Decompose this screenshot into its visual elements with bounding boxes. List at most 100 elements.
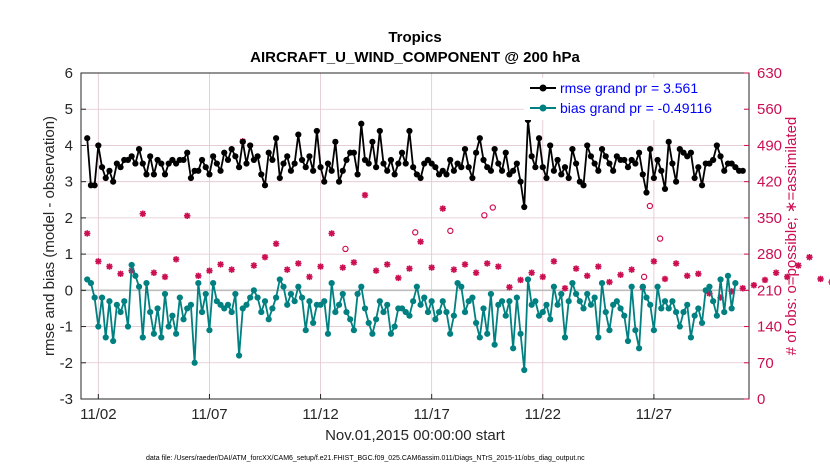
rmse-point (495, 160, 502, 167)
bias-point (306, 298, 313, 305)
bias-point (673, 308, 680, 316)
rmse-point (84, 135, 91, 142)
y-tick-right-label: 70 (757, 355, 774, 372)
obs-assimilated-marker (472, 269, 480, 276)
obs-assimilated-marker (328, 230, 335, 237)
bias-point (139, 334, 146, 341)
rmse-point (554, 156, 561, 164)
rmse-point (295, 131, 302, 138)
bias-point (358, 283, 365, 290)
rmse-point (469, 174, 476, 182)
rmse-point (343, 156, 350, 164)
y-tick-left-label: 4 (65, 137, 73, 154)
rmse-point (161, 171, 169, 178)
obs-assimilated-marker (539, 273, 546, 281)
bias-point (524, 276, 532, 283)
bias-point (721, 308, 728, 316)
rmse-point (635, 149, 643, 156)
rmse-point (117, 164, 124, 171)
rmse-point (202, 164, 209, 171)
bias-point (595, 334, 602, 341)
rmse-point (387, 156, 395, 164)
bias-point (458, 283, 465, 290)
rmse-point (661, 185, 669, 193)
obs-assimilated-marker (795, 262, 802, 269)
obs-assimilated-marker (739, 285, 746, 292)
bias-point (154, 305, 161, 312)
x-tick-label: 11/17 (413, 406, 449, 423)
rmse-point (510, 167, 517, 174)
rmse-point (376, 127, 383, 135)
bias-point (695, 305, 702, 312)
rmse-point (287, 167, 295, 174)
bias-point (598, 279, 606, 287)
obs-assimilated-marker (228, 266, 235, 273)
bias-point (158, 334, 165, 341)
y-tick-right-label: 560 (757, 101, 782, 118)
y-tick-right-label: 140 (757, 319, 782, 336)
rmse-point (110, 178, 117, 185)
rmse-point (565, 174, 572, 182)
rmse-point (313, 127, 320, 135)
bias-point (565, 298, 572, 305)
obs-assimilated-marker (217, 261, 224, 268)
rmse-point (247, 142, 254, 149)
bias-point (550, 283, 557, 290)
bias-point (254, 294, 261, 301)
obs-assimilated-marker (339, 264, 346, 271)
bias-point (728, 305, 735, 312)
bias-point (476, 334, 483, 341)
rmse-point (98, 164, 106, 171)
rmse-point (128, 153, 135, 160)
rmse-point (391, 171, 398, 178)
rmse-point (517, 178, 524, 185)
bias-point (480, 305, 487, 312)
rmse-point (369, 138, 376, 145)
obs-assimilated-marker (95, 258, 102, 265)
bias-point (635, 345, 643, 352)
y-tick-right-label: 630 (757, 65, 782, 82)
obs-assimilated-marker (672, 260, 680, 267)
obs-assimilated-marker (417, 238, 424, 245)
bias-point (439, 298, 446, 305)
bias-point (180, 316, 187, 323)
bias-point (491, 341, 498, 348)
bias-point (324, 330, 332, 337)
rmse-point (698, 182, 706, 189)
bias-point (602, 308, 609, 316)
obs-assimilated-marker (606, 278, 613, 286)
rmse-point (291, 160, 298, 167)
bias-point (621, 312, 628, 319)
bias-point (502, 312, 509, 319)
bias-point (343, 308, 350, 316)
y-tick-left-label: -2 (60, 355, 73, 372)
bias-point (354, 290, 361, 298)
obs-assimilated-marker (572, 265, 580, 272)
rmse-point (395, 160, 402, 167)
plot-frame (80, 72, 750, 400)
obs-assimilated-marker (517, 276, 524, 284)
bias-point (276, 276, 283, 283)
rmse-point (650, 174, 657, 182)
rmse-point (687, 149, 695, 156)
rmse-point (321, 178, 328, 185)
rmse-point (447, 156, 454, 164)
bias-point (361, 305, 369, 312)
rmse-point (476, 135, 483, 142)
bias-point (191, 359, 198, 366)
rmse-point (310, 167, 317, 174)
rmse-point (573, 160, 580, 167)
rmse-point (221, 149, 228, 156)
bias-point (250, 287, 257, 294)
rmse-point (606, 160, 613, 167)
bias-point (391, 323, 398, 330)
obs-assimilated-marker (806, 254, 813, 261)
bias-point (413, 283, 420, 290)
bias-point (176, 294, 183, 301)
bias-point (561, 334, 569, 341)
rmse-point (691, 174, 698, 182)
bias-point (347, 316, 354, 323)
obs-assimilated-marker (650, 258, 658, 265)
rmse-point (502, 149, 509, 156)
bias-point (450, 312, 457, 319)
